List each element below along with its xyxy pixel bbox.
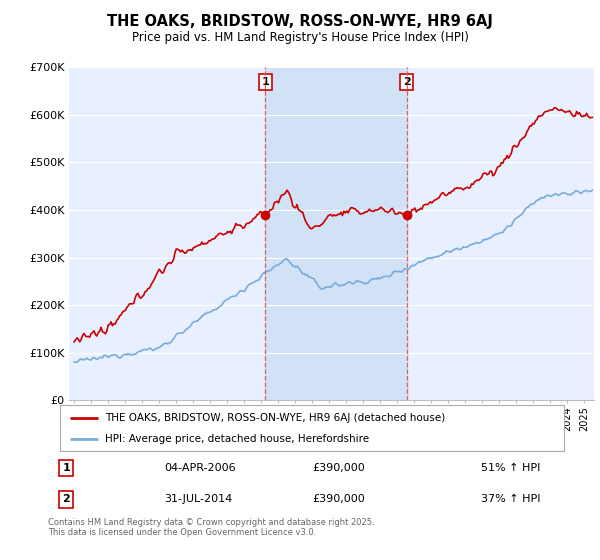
Text: 1: 1 bbox=[262, 77, 269, 87]
Text: 31-JUL-2014: 31-JUL-2014 bbox=[164, 494, 232, 505]
Text: 04-APR-2006: 04-APR-2006 bbox=[164, 463, 236, 473]
Text: 2: 2 bbox=[62, 494, 70, 505]
Text: 2: 2 bbox=[403, 77, 410, 87]
Text: HPI: Average price, detached house, Herefordshire: HPI: Average price, detached house, Here… bbox=[106, 435, 370, 444]
Text: THE OAKS, BRIDSTOW, ROSS-ON-WYE, HR9 6AJ: THE OAKS, BRIDSTOW, ROSS-ON-WYE, HR9 6AJ bbox=[107, 14, 493, 29]
Text: 1: 1 bbox=[62, 463, 70, 473]
Text: Price paid vs. HM Land Registry's House Price Index (HPI): Price paid vs. HM Land Registry's House … bbox=[131, 31, 469, 44]
Text: 51% ↑ HPI: 51% ↑ HPI bbox=[481, 463, 541, 473]
Text: 37% ↑ HPI: 37% ↑ HPI bbox=[481, 494, 541, 505]
Text: £390,000: £390,000 bbox=[312, 463, 365, 473]
Text: Contains HM Land Registry data © Crown copyright and database right 2025.
This d: Contains HM Land Registry data © Crown c… bbox=[48, 518, 374, 538]
Text: THE OAKS, BRIDSTOW, ROSS-ON-WYE, HR9 6AJ (detached house): THE OAKS, BRIDSTOW, ROSS-ON-WYE, HR9 6AJ… bbox=[106, 413, 446, 423]
Bar bbox=[265, 67, 407, 400]
Text: £390,000: £390,000 bbox=[312, 494, 365, 505]
